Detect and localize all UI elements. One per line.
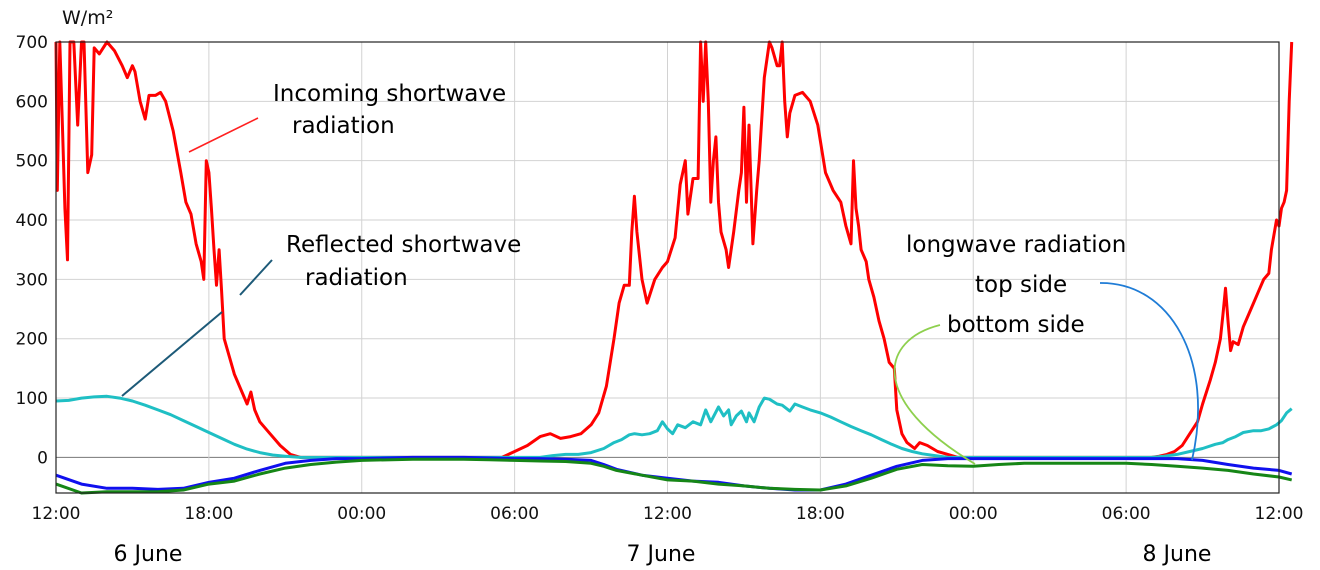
plot-frame [55, 41, 1280, 494]
reflected-leader-line-lower [121, 311, 223, 397]
series-lines [54, 40, 1294, 495]
bottom-side-label: bottom side [947, 312, 1085, 338]
date-labels: 6 June 7 June 8 June [114, 542, 1212, 567]
y-axis-unit: W/m² [62, 7, 113, 29]
y-tick-label: 600 [16, 92, 48, 112]
reflected-leader-line-upper [239, 259, 273, 296]
series-line-reflected [55, 394, 1293, 459]
x-tick-labels: 12:00 18:00 00:00 06:00 12:00 18:00 00:00 06:00… [32, 504, 1304, 524]
incoming-label-line2: radiation [292, 113, 395, 139]
x-tick-label: 18:00 [184, 504, 233, 524]
date-label: 8 June [1143, 542, 1212, 567]
reflected-label-line2: radiation [305, 265, 408, 291]
longwave-label: longwave radiation [906, 232, 1126, 258]
bottom-side-leader-curve [893, 324, 976, 465]
grid [56, 41, 1279, 493]
y-tick-label: 700 [16, 33, 48, 53]
x-tick-label: 00:00 [949, 504, 998, 524]
incoming-label-line1: Incoming shortwave [273, 81, 506, 107]
y-tick-label: 0 [37, 448, 48, 468]
x-tick-label: 12:00 [32, 504, 81, 524]
y-tick-label: 500 [16, 152, 48, 172]
date-label: 7 June [627, 542, 696, 567]
y-tick-label: 400 [16, 211, 48, 231]
x-tick-label: 12:00 [1255, 504, 1304, 524]
reflected-label-line1: Reflected shortwave [286, 232, 521, 258]
y-tick-label: 200 [16, 330, 48, 350]
y-tick-labels: 0 100 200 300 400 500 600 700 [16, 33, 48, 468]
x-tick-label: 12:00 [643, 504, 692, 524]
top-side-leader-curve [1099, 282, 1199, 461]
x-tick-label: 06:00 [490, 504, 539, 524]
top-side-label: top side [975, 272, 1067, 298]
y-tick-label: 300 [16, 270, 48, 290]
y-tick-label: 100 [16, 389, 48, 409]
incoming-leader-line [188, 117, 259, 153]
x-tick-label: 06:00 [1102, 504, 1151, 524]
series-line-longwave-bottom [55, 457, 1293, 495]
date-label: 6 June [114, 542, 183, 567]
x-tick-label: 00:00 [337, 504, 386, 524]
x-tick-label: 18:00 [796, 504, 845, 524]
